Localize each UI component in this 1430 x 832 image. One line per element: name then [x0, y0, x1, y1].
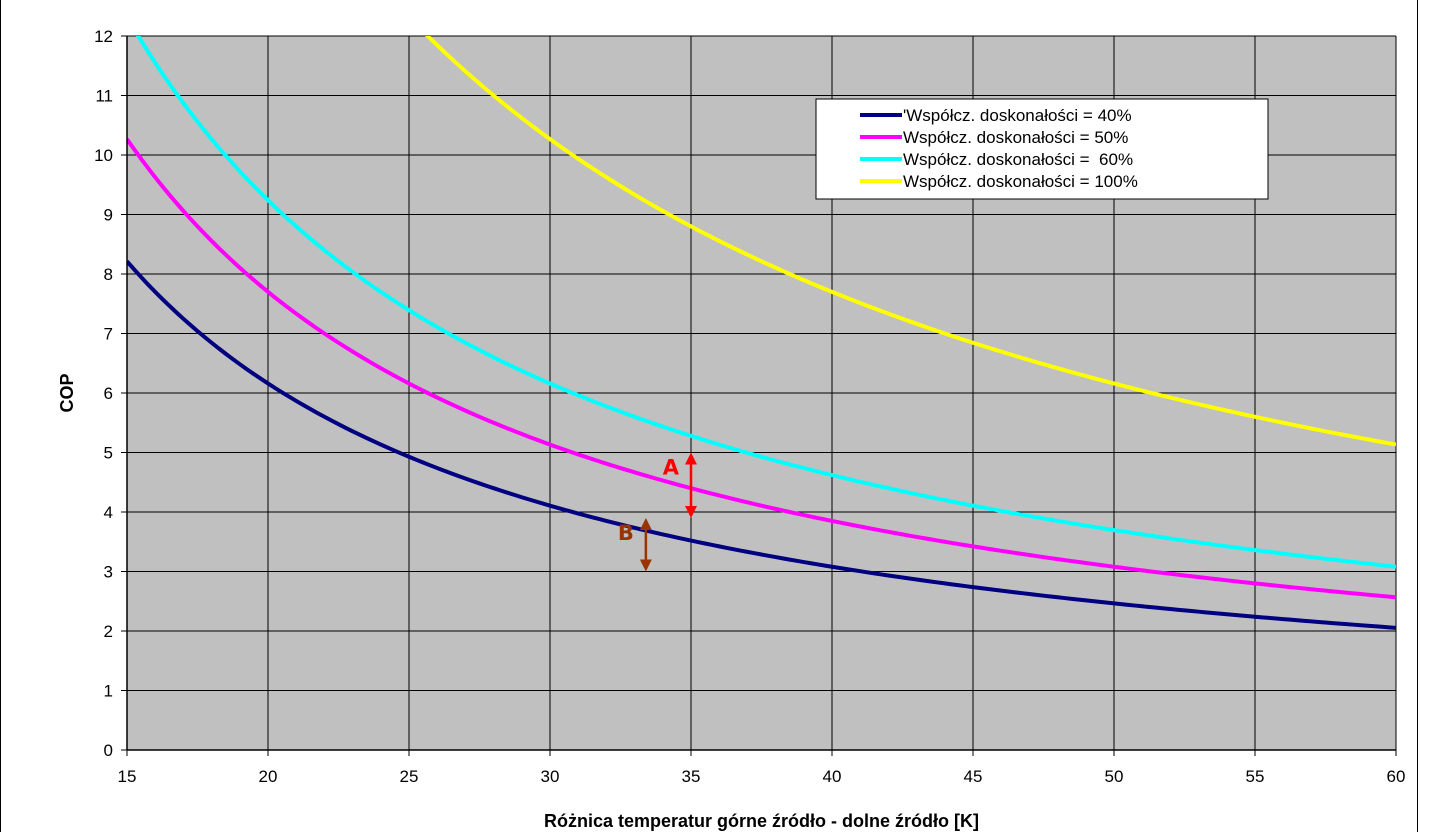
- x-axis-title: Różnica temperatur górne źródło - dolne …: [544, 811, 979, 831]
- annotation-B: B: [618, 517, 652, 572]
- legend-label-2: Współcz. doskonałości = 50%: [903, 128, 1128, 147]
- y-tick-label: 1: [104, 682, 113, 701]
- series-line-3: [135, 36, 1396, 569]
- y-tick-label: 8: [104, 265, 113, 284]
- y-axis-title: COP: [57, 373, 77, 412]
- x-tick-label: 40: [823, 767, 842, 786]
- y-tick-label: 3: [104, 563, 113, 582]
- y-tick-label: 2: [104, 622, 113, 641]
- y-tick-label: 0: [104, 741, 113, 760]
- y-tick-label: 11: [95, 87, 113, 106]
- annotation-label-A: A: [663, 456, 680, 480]
- y-tick-label: 4: [104, 503, 113, 522]
- y-tick-label: 9: [104, 206, 113, 225]
- y-tick-label: 10: [94, 146, 113, 165]
- legend-label-3: Współcz. doskonałości = 60%: [903, 150, 1133, 169]
- legend-label-4: Współcz. doskonałości = 100%: [903, 172, 1138, 191]
- axes: [121, 35, 1397, 756]
- legend: 'Współcz. doskonałości = 40% Współcz. dos…: [815, 98, 1269, 200]
- x-tick-label: 50: [1105, 767, 1124, 786]
- x-tick-label: 15: [118, 767, 137, 786]
- x-tick-label: 25: [400, 767, 419, 786]
- annotation-label-B: B: [618, 521, 634, 545]
- x-tick-label: 20: [259, 767, 278, 786]
- x-tick-label: 35: [682, 767, 701, 786]
- y-tick-label: 7: [104, 325, 113, 344]
- series-line-2: [127, 137, 1396, 600]
- y-tick-label: 5: [104, 444, 113, 463]
- series-line-1: [127, 259, 1396, 630]
- y-tick-label: 6: [104, 384, 113, 403]
- y-tick-label: 12: [94, 27, 113, 46]
- series-line-4: [424, 36, 1396, 447]
- annotation-A: A: [663, 452, 697, 518]
- x-tick-label: 60: [1387, 767, 1406, 786]
- x-tick-label: 30: [541, 767, 560, 786]
- annotations: AB: [618, 452, 697, 572]
- legend-label-1: 'Współcz. doskonałości = 40%: [903, 106, 1132, 125]
- x-tick-label: 55: [1246, 767, 1265, 786]
- x-tick-label: 45: [964, 767, 983, 786]
- series-layer: [127, 36, 1396, 630]
